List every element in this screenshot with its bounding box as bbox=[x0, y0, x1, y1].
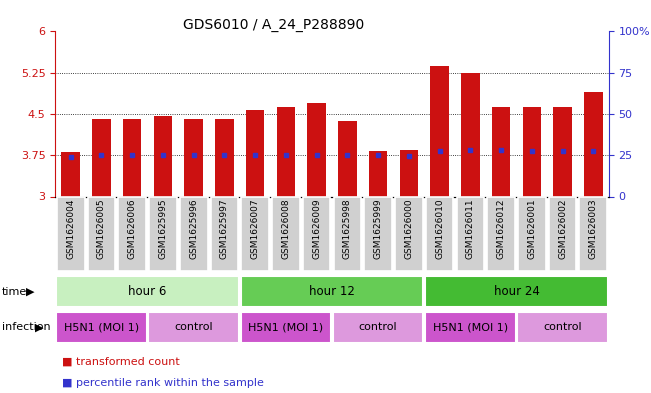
Bar bbox=[277, 107, 295, 196]
Text: GSM1626002: GSM1626002 bbox=[558, 199, 567, 259]
Bar bbox=[430, 66, 449, 196]
Bar bbox=[246, 110, 264, 196]
Bar bbox=[425, 276, 608, 307]
Text: GSM1626004: GSM1626004 bbox=[66, 199, 76, 259]
Bar bbox=[487, 196, 515, 271]
Text: ■ transformed count: ■ transformed count bbox=[62, 356, 180, 367]
Bar bbox=[395, 196, 422, 271]
Text: GSM1626006: GSM1626006 bbox=[128, 199, 137, 259]
Bar bbox=[518, 312, 608, 343]
Bar bbox=[518, 196, 546, 271]
Bar bbox=[241, 276, 423, 307]
Bar bbox=[461, 73, 480, 196]
Bar bbox=[307, 103, 326, 196]
Text: GSM1625996: GSM1625996 bbox=[189, 199, 198, 259]
Text: infection: infection bbox=[2, 322, 51, 332]
Text: H5N1 (MOI 1): H5N1 (MOI 1) bbox=[433, 322, 508, 332]
Bar bbox=[154, 116, 172, 196]
Text: GSM1626009: GSM1626009 bbox=[312, 199, 321, 259]
Text: hour 12: hour 12 bbox=[309, 285, 355, 298]
Text: GSM1626000: GSM1626000 bbox=[404, 199, 413, 259]
Text: GSM1626011: GSM1626011 bbox=[466, 199, 475, 259]
Text: GSM1626008: GSM1626008 bbox=[281, 199, 290, 259]
Text: hour 6: hour 6 bbox=[128, 285, 167, 298]
Text: control: control bbox=[359, 322, 397, 332]
Bar bbox=[338, 121, 357, 196]
Text: ■ percentile rank within the sample: ■ percentile rank within the sample bbox=[62, 378, 264, 388]
Bar bbox=[369, 151, 387, 196]
Bar bbox=[149, 196, 177, 271]
Text: GDS6010 / A_24_P288890: GDS6010 / A_24_P288890 bbox=[183, 18, 364, 32]
Text: control: control bbox=[544, 322, 582, 332]
Text: control: control bbox=[174, 322, 213, 332]
Text: H5N1 (MOI 1): H5N1 (MOI 1) bbox=[248, 322, 324, 332]
Bar bbox=[456, 196, 484, 271]
Text: GSM1625998: GSM1625998 bbox=[343, 199, 352, 259]
Bar bbox=[123, 119, 141, 196]
Text: GSM1625999: GSM1625999 bbox=[374, 199, 383, 259]
Bar bbox=[242, 196, 269, 271]
Bar bbox=[184, 119, 203, 196]
Bar bbox=[61, 152, 80, 196]
Bar bbox=[523, 107, 541, 196]
Bar bbox=[88, 196, 115, 271]
Bar bbox=[56, 312, 146, 343]
Text: time: time bbox=[2, 287, 27, 297]
Text: H5N1 (MOI 1): H5N1 (MOI 1) bbox=[64, 322, 139, 332]
Bar bbox=[365, 196, 392, 271]
Text: ▶: ▶ bbox=[35, 322, 44, 332]
Bar bbox=[148, 312, 239, 343]
Text: GSM1626010: GSM1626010 bbox=[435, 199, 444, 259]
Text: GSM1626007: GSM1626007 bbox=[251, 199, 260, 259]
Bar bbox=[215, 119, 234, 196]
Bar bbox=[92, 119, 111, 196]
Text: GSM1625995: GSM1625995 bbox=[158, 199, 167, 259]
Bar bbox=[333, 312, 423, 343]
Bar bbox=[272, 196, 299, 271]
Bar bbox=[426, 196, 454, 271]
Text: GSM1626012: GSM1626012 bbox=[497, 199, 506, 259]
Bar bbox=[579, 196, 607, 271]
Bar bbox=[425, 312, 516, 343]
Bar bbox=[241, 312, 331, 343]
Bar bbox=[549, 196, 576, 271]
Bar bbox=[56, 276, 239, 307]
Bar bbox=[180, 196, 208, 271]
Text: GSM1626005: GSM1626005 bbox=[97, 199, 106, 259]
Bar bbox=[118, 196, 146, 271]
Text: hour 24: hour 24 bbox=[493, 285, 540, 298]
Bar bbox=[303, 196, 331, 271]
Bar bbox=[584, 92, 603, 196]
Bar bbox=[553, 107, 572, 196]
Text: GSM1625997: GSM1625997 bbox=[220, 199, 229, 259]
Bar bbox=[333, 196, 361, 271]
Bar bbox=[400, 150, 418, 196]
Text: GSM1626003: GSM1626003 bbox=[589, 199, 598, 259]
Bar bbox=[492, 107, 510, 196]
Text: ▶: ▶ bbox=[26, 287, 35, 297]
Text: GSM1626001: GSM1626001 bbox=[527, 199, 536, 259]
Bar bbox=[57, 196, 85, 271]
Bar bbox=[210, 196, 238, 271]
